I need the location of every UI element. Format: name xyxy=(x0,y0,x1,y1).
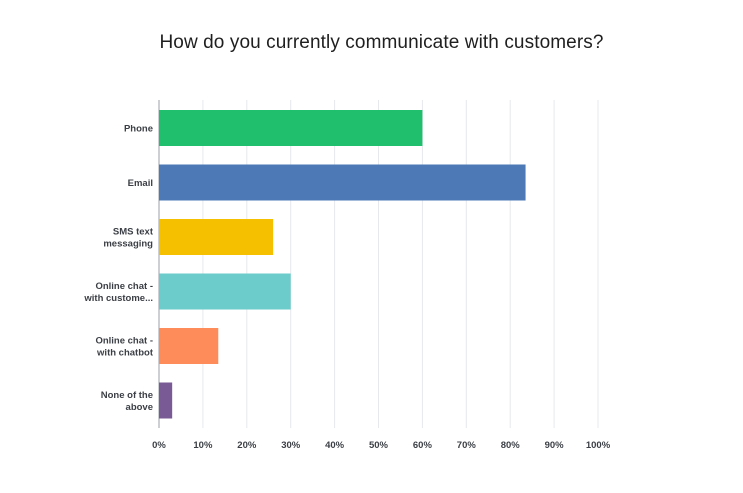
category-label: None of the above xyxy=(101,390,153,413)
bar xyxy=(159,110,423,146)
bar xyxy=(159,219,274,255)
category-labels: Phone Email SMS text messaging Online chat -… xyxy=(83,124,153,414)
category-label: Email xyxy=(128,178,153,189)
category-label: Phone xyxy=(124,124,153,135)
x-tick-label: 30% xyxy=(281,440,301,451)
category-label: Online chat -with custome... xyxy=(83,281,153,304)
x-tick-label: 0% xyxy=(152,440,166,451)
x-tick-label: 20% xyxy=(237,440,257,451)
chart-title: How do you currently communicate with cu… xyxy=(159,32,604,53)
x-tick-label: 40% xyxy=(325,440,345,451)
category-label: Online chat -with chatbot xyxy=(95,336,153,359)
x-axis-tick-labels: 0% 10% 20% 30% 40% 50% 60% 70% 80% 90% 100% xyxy=(152,440,611,451)
category-label: SMS text messaging xyxy=(103,227,153,250)
bar xyxy=(159,164,526,201)
bars xyxy=(159,110,526,419)
x-tick-label: 80% xyxy=(501,440,521,451)
bar xyxy=(159,382,173,419)
x-tick-label: 70% xyxy=(457,440,477,451)
grid-lines xyxy=(158,100,599,428)
x-tick-label: 60% xyxy=(413,440,433,451)
x-tick-label: 10% xyxy=(193,440,213,451)
bar xyxy=(159,273,291,310)
x-tick-label: 100% xyxy=(586,440,611,451)
x-tick-label: 90% xyxy=(545,440,565,451)
x-tick-label: 50% xyxy=(369,440,389,451)
bar xyxy=(159,328,219,364)
